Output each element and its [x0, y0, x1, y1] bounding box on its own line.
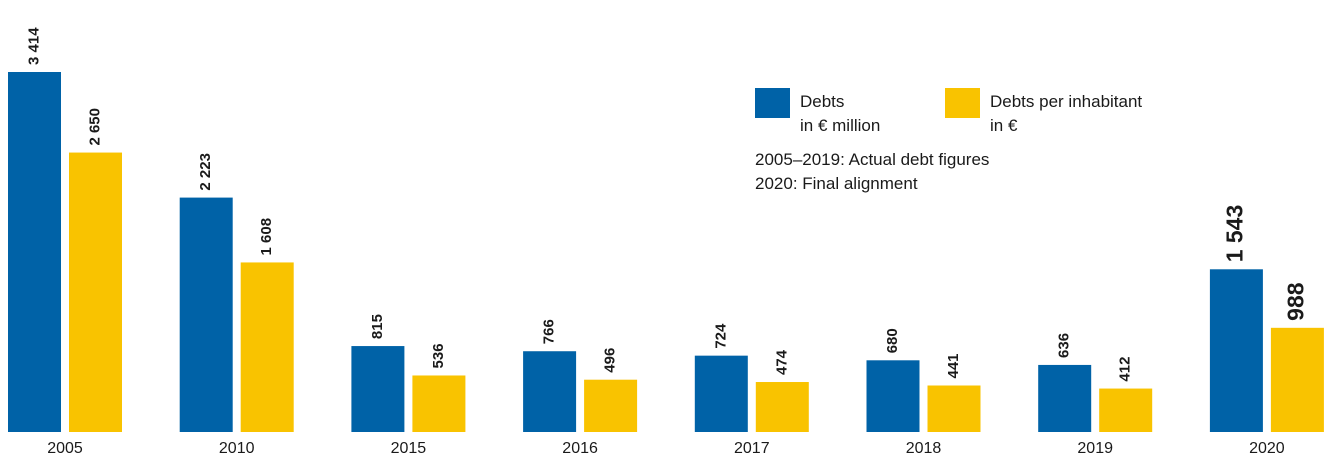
bar	[412, 375, 466, 432]
data-label: 474	[773, 349, 790, 375]
legend-swatch	[945, 88, 980, 118]
data-label: 496	[602, 348, 619, 373]
x-tick-label: 2010	[219, 440, 255, 457]
annotation: 2005–2019: Actual debt figures	[755, 150, 990, 169]
bar	[866, 360, 920, 432]
bar	[1038, 364, 1092, 432]
bar	[584, 379, 638, 432]
data-label: 636	[1056, 333, 1073, 358]
data-label: 3 414	[25, 27, 42, 65]
data-label: 1 543	[1221, 205, 1247, 263]
annotation: 2020: Final alignment	[755, 174, 918, 193]
legend-label: Debts in € million	[800, 92, 881, 135]
legend-swatch	[755, 88, 790, 118]
bar	[523, 351, 577, 432]
bar	[927, 385, 981, 432]
data-label: 988	[1282, 282, 1308, 321]
x-tick-label: 2016	[562, 440, 598, 457]
bar	[179, 197, 233, 432]
data-label: 412	[1117, 357, 1134, 382]
legend-label: Debts per inhabitant in €	[990, 92, 1143, 135]
data-label: 2 650	[86, 108, 103, 146]
bar	[8, 72, 61, 432]
x-tick-label: 2020	[1249, 440, 1285, 457]
bar	[351, 346, 405, 432]
bar	[1099, 388, 1153, 432]
x-tick-label: 2015	[391, 440, 427, 457]
bar	[1270, 327, 1324, 432]
bar	[1209, 269, 1263, 432]
data-label: 536	[430, 343, 447, 368]
data-label: 680	[884, 328, 901, 353]
x-tick-label: 2017	[734, 440, 770, 457]
bar	[240, 262, 294, 432]
x-tick-label: 2018	[906, 440, 942, 457]
data-label: 815	[369, 314, 386, 339]
data-label: 766	[541, 319, 558, 344]
data-label: 441	[945, 353, 962, 378]
data-label: 724	[712, 323, 729, 349]
x-tick-label: 2005	[47, 440, 83, 457]
bar	[69, 152, 122, 433]
data-label: 1 608	[258, 218, 275, 256]
bar	[755, 382, 809, 432]
bar	[694, 355, 748, 432]
data-label: 2 223	[197, 153, 214, 191]
x-tick-label: 2019	[1077, 440, 1113, 457]
